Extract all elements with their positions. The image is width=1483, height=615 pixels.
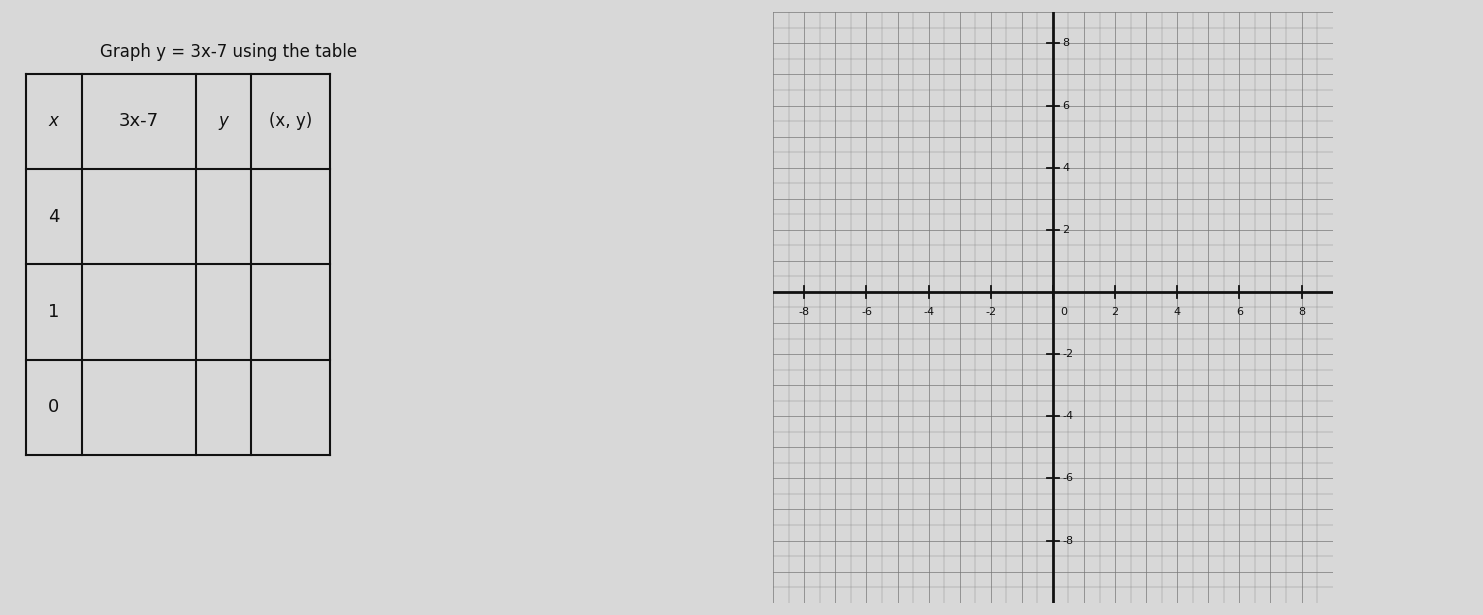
Text: 4: 4 [1062, 163, 1069, 173]
Text: -6: -6 [1062, 474, 1074, 483]
Text: 0: 0 [49, 399, 59, 416]
Text: x: x [49, 113, 59, 130]
Text: Graph y = 3x-7 using the table: Graph y = 3x-7 using the table [99, 43, 357, 61]
Text: -4: -4 [1062, 411, 1074, 421]
Text: -8: -8 [1062, 536, 1074, 546]
Text: 2: 2 [1062, 225, 1069, 235]
Text: -8: -8 [799, 308, 810, 317]
Text: (x, y): (x, y) [268, 113, 311, 130]
Text: -6: -6 [862, 308, 872, 317]
Text: -2: -2 [1062, 349, 1074, 359]
Text: -2: -2 [985, 308, 997, 317]
Text: 1: 1 [47, 303, 59, 321]
Text: 6: 6 [1062, 100, 1069, 111]
Text: 4: 4 [47, 208, 59, 226]
Text: 8: 8 [1298, 308, 1305, 317]
Text: 3x-7: 3x-7 [119, 113, 159, 130]
Text: 0: 0 [1060, 308, 1068, 317]
Text: 6: 6 [1235, 308, 1243, 317]
Text: 8: 8 [1062, 38, 1069, 49]
Text: 2: 2 [1112, 308, 1118, 317]
Text: 4: 4 [1173, 308, 1180, 317]
Text: -4: -4 [922, 308, 934, 317]
Text: y: y [218, 113, 228, 130]
